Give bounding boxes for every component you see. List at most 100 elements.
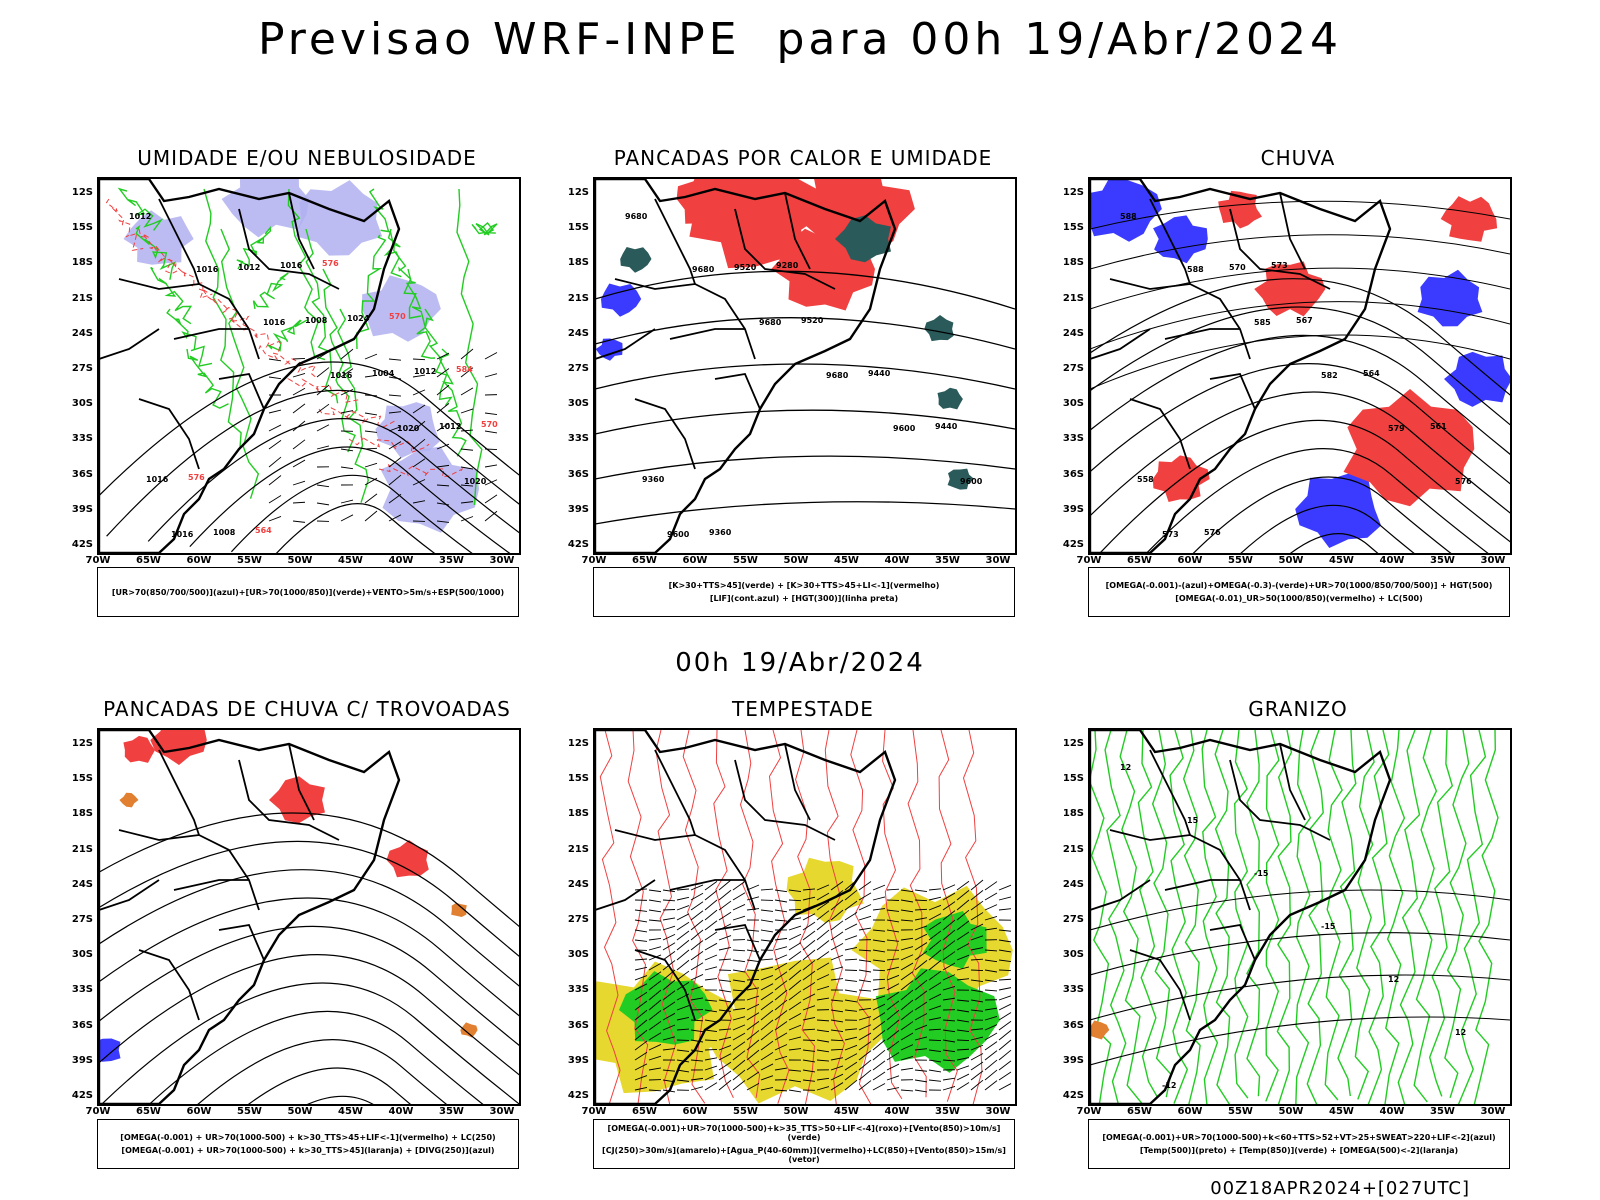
wind-vector (676, 930, 690, 941)
contour-label: 570 (389, 312, 406, 321)
wind-vector (928, 930, 942, 941)
wind-vector (844, 1079, 858, 1091)
wind-vector (676, 896, 690, 901)
wind-vector (484, 373, 498, 378)
wind-vector (774, 980, 788, 991)
longitude-tick-label: 70W (85, 555, 111, 566)
contour-label: 1008 (305, 316, 328, 325)
latitude-tick-label: 18S (71, 257, 93, 269)
wind-vector (732, 1024, 746, 1031)
convection-area-orange (119, 792, 139, 808)
temp850-contour-green (1090, 730, 1112, 1104)
wind-vector (788, 899, 802, 902)
country-border (1149, 198, 1191, 285)
latitude-tick-label: 18S (71, 808, 93, 820)
wind-vector (704, 899, 718, 911)
wind-vector (460, 408, 474, 414)
wind-vector (634, 1009, 648, 1021)
longitude-tick-label: 55W (237, 555, 262, 566)
temp500-contour (1090, 932, 1510, 976)
wind-vector (340, 348, 354, 360)
wind-vector (900, 1032, 914, 1041)
wind-vector (718, 1036, 732, 1041)
wind-vector (788, 1001, 802, 1011)
wind-vector (436, 403, 450, 414)
contour-line (1240, 504, 1415, 553)
wind-vector (886, 983, 900, 991)
water-contour-red (713, 730, 734, 1099)
country-border (173, 879, 249, 891)
wind-vector (690, 1086, 704, 1091)
wind-vector (886, 909, 900, 912)
wind-vector (676, 970, 690, 981)
wind-vector (788, 979, 802, 991)
legend-box: [OMEGA(-0.001)+UR>70(1000-500)+k>35_TTS>… (593, 1119, 1015, 1169)
longitude-tick-label: 70W (85, 1106, 111, 1117)
instability-area-green (937, 387, 963, 410)
latitude-tick-label: 39S (567, 1054, 589, 1066)
wind-vector (746, 908, 760, 911)
wind-vector (998, 1003, 1012, 1011)
wind-vector (774, 971, 788, 981)
wind-vector (998, 1012, 1012, 1021)
wind-vector (718, 1009, 732, 1012)
wind-vector (788, 1089, 802, 1093)
height-contour (595, 501, 1015, 525)
longitude-tick-label: 60W (1177, 555, 1203, 566)
thunderstorm-area-red (386, 840, 429, 878)
wind-vector (984, 915, 998, 921)
wind-vector (816, 1077, 830, 1081)
wind-vector (942, 940, 956, 951)
latitude-tick-label: 12S (1062, 738, 1084, 749)
thickness-contour-red (198, 288, 250, 325)
wind-vector (830, 880, 844, 891)
country-border (1109, 829, 1251, 911)
country-border (158, 749, 200, 836)
wind-vector (956, 1019, 970, 1023)
temp850-contour-green (1276, 730, 1293, 1104)
wind-vector (872, 1030, 886, 1041)
contour-line (99, 954, 519, 1076)
longitude-tick-label: 50W (287, 555, 313, 566)
longitude-tick-label: 65W (1127, 555, 1152, 566)
wind-vector (858, 1041, 872, 1051)
wind-vector (914, 1024, 928, 1031)
contour-label: -15 (1254, 869, 1269, 878)
contour-line (99, 840, 519, 957)
contour-line (1099, 419, 1510, 553)
wind-vector (676, 1079, 690, 1082)
wind-vector (970, 989, 984, 993)
wind-vector (662, 942, 676, 951)
wind-vector (690, 919, 704, 931)
wind-vector (718, 989, 732, 993)
wind-vector (956, 890, 970, 901)
longitude-tick-label: 50W (287, 1106, 313, 1117)
wind-vector (634, 991, 648, 1001)
longitude-tick-label: 50W (1278, 1106, 1304, 1117)
longitude-tick-label: 70W (581, 555, 607, 566)
wind-vector (788, 1024, 802, 1031)
wind-vector (956, 999, 970, 1002)
wind-vector (886, 1087, 900, 1091)
wind-vector (634, 1075, 648, 1081)
wind-vector (900, 1021, 914, 1031)
country-border (634, 398, 696, 470)
wind-vector (662, 979, 676, 991)
wind-vector (732, 1032, 746, 1041)
country-border (1229, 759, 1331, 841)
wind-vector (388, 411, 402, 414)
wind-vector (412, 404, 426, 414)
contour-line (1290, 533, 1379, 553)
wind-vector (816, 929, 830, 941)
wind-vector (718, 999, 732, 1003)
longitude-tick-label: 60W (682, 1106, 708, 1117)
wind-vector (484, 464, 498, 468)
humidity-contour-green (387, 228, 422, 319)
instability-area-green (620, 247, 652, 273)
map-layers: 9680 9680 9680 9680 9600 9600 9600 9520 9520 9440… (595, 179, 1015, 553)
wind-vector (928, 1079, 942, 1082)
wind-vector (998, 949, 1012, 953)
wind-vector (690, 1059, 704, 1062)
wind-vector (872, 1049, 886, 1061)
wind-vector (316, 484, 330, 488)
